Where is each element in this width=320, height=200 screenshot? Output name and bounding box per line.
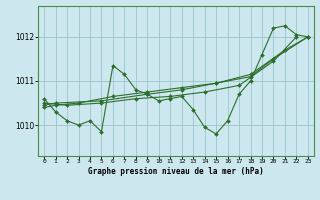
X-axis label: Graphe pression niveau de la mer (hPa): Graphe pression niveau de la mer (hPa) [88,167,264,176]
